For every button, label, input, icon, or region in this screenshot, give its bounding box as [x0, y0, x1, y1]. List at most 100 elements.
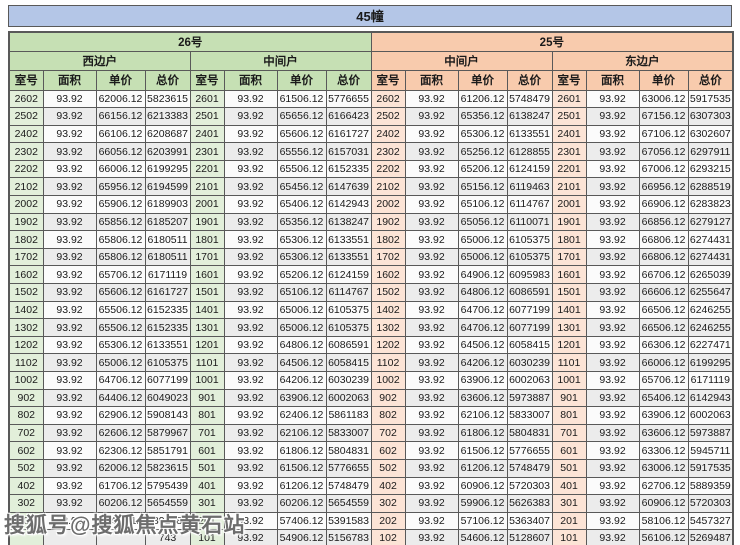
unit-price-cell: 61506.12 — [276, 458, 327, 478]
table-row: 2202 93.92 66006.12 6199295 2201 93.92 65506.1… — [8, 159, 734, 179]
area-cell: 93.92 — [404, 511, 459, 531]
area-cell: 93.92 — [585, 458, 640, 478]
room-cell: 401 — [189, 476, 225, 496]
column-header: 室号 — [370, 69, 406, 91]
total-price-cell: 6086591 — [506, 283, 553, 302]
unit-price-cell: 58106.12 — [638, 511, 689, 531]
room-cell: 2102 — [8, 177, 44, 197]
area-cell: 93.92 — [404, 388, 459, 408]
room-cell: 1601 — [551, 265, 587, 285]
unit-price-cell: 65006.12 — [276, 318, 327, 337]
unit-price-cell: 65456.12 — [276, 177, 327, 197]
total-price-cell: 5128607 — [506, 529, 553, 545]
unit-price-cell: 62706.12 — [638, 476, 689, 496]
total-price-cell: 6157031 — [325, 142, 372, 161]
room-cell: 2402 — [370, 124, 406, 144]
total-price-cell: 6105375 — [325, 318, 372, 337]
table-row: 2002 93.92 65906.12 6189903 2001 93.92 65406.1… — [8, 195, 734, 214]
table-row: 1702 93.92 65806.12 6180511 1701 93.92 65306.1… — [8, 247, 734, 267]
table-row: 1402 93.92 65506.12 6152335 1401 93.92 65006.1… — [8, 300, 734, 320]
total-price-cell: 6077199 — [144, 371, 191, 390]
total-price-cell: 6152335 — [325, 159, 372, 179]
room-cell: 2502 — [370, 107, 406, 126]
area-cell: 93.92 — [585, 335, 640, 355]
unit-price-cell: 64506.12 — [457, 335, 508, 355]
area-cell: 93.92 — [223, 177, 278, 197]
area-cell: 93.92 — [404, 142, 459, 161]
price-table: 26号 25号 西边户 中间户 中间户 东边户 室号 面积 单价 总价 室号 面积 单价 总价 室号 面积 单价… — [8, 31, 735, 545]
area-cell: 93.92 — [223, 511, 278, 531]
total-price-cell: 6152335 — [144, 318, 191, 337]
unit-price-cell: 65356.12 — [457, 107, 508, 126]
total-price-cell: 5776655 — [325, 89, 372, 109]
room-cell: 502 — [8, 458, 44, 478]
total-price-cell: 5156783 — [325, 529, 372, 545]
room-cell: 1302 — [8, 318, 44, 337]
unit-price-cell: 65106.12 — [457, 195, 508, 214]
room-cell: 302 — [370, 494, 406, 513]
room-cell: 101 — [551, 529, 587, 545]
room-cell — [8, 529, 44, 545]
area-cell: 93.92 — [404, 423, 459, 443]
total-price-cell: 6049023 — [144, 388, 191, 408]
building-header-row: 26号 25号 — [8, 31, 734, 52]
table-row: 2602 93.92 62006.12 5823615 2601 93.92 61506.1… — [8, 89, 734, 109]
unit-price-cell: 65206.12 — [457, 159, 508, 179]
column-header: 总价 — [144, 69, 191, 91]
unit-price-cell: 62306.12 — [95, 441, 146, 460]
room-cell: 2101 — [189, 177, 225, 197]
room-cell: 902 — [8, 388, 44, 408]
room-cell: 2401 — [189, 124, 225, 144]
total-price-cell: 6246255 — [687, 300, 734, 320]
area-cell: 93.92 — [585, 265, 640, 285]
area-cell: 93.92 — [42, 353, 97, 372]
area-cell: 93.92 — [42, 89, 97, 109]
total-price-cell: 5833007 — [506, 406, 553, 425]
room-cell: 2602 — [8, 89, 44, 109]
unit-price-cell: 57406.12 — [95, 511, 146, 531]
area-cell: 93.92 — [42, 406, 97, 425]
unit-price-cell: 62006.12 — [95, 89, 146, 109]
area-cell: 93.92 — [42, 458, 97, 478]
room-cell: 501 — [189, 458, 225, 478]
column-header: 总价 — [687, 69, 734, 91]
area-cell: 93.92 — [223, 476, 278, 496]
total-price-cell: 5861183 — [325, 406, 372, 425]
unit-price-cell: 66506.12 — [638, 318, 689, 337]
room-cell: 2601 — [551, 89, 587, 109]
total-price-cell: 6213383 — [144, 107, 191, 126]
column-header: 单价 — [276, 69, 327, 91]
unit-price-cell: 65706.12 — [95, 265, 146, 285]
unit-price-cell: 66806.12 — [638, 230, 689, 249]
unit-price-cell: 60206.12 — [95, 494, 146, 513]
total-price-cell: 6307303 — [687, 107, 734, 126]
room-cell: 1801 — [189, 230, 225, 249]
total-price-cell: 6002063 — [687, 406, 734, 425]
room-cell: 801 — [189, 406, 225, 425]
table-row: 2502 93.92 66156.12 6213383 2501 93.92 65656.1… — [8, 107, 734, 126]
column-header: 单价 — [638, 69, 689, 91]
unit-price-cell: 65056.12 — [457, 212, 508, 232]
unit-price-cell: 62006.12 — [95, 458, 146, 478]
area-cell: 93.92 — [404, 107, 459, 126]
unit-price-cell: 65656.12 — [276, 107, 327, 126]
unit-price-cell: 61706.12 — [95, 476, 146, 496]
room-cell: 1501 — [551, 283, 587, 302]
room-cell: 1201 — [551, 335, 587, 355]
total-price-cell: 6274431 — [687, 230, 734, 249]
room-cell: 202 — [8, 511, 44, 531]
room-cell: 2501 — [551, 107, 587, 126]
area-cell: 93.92 — [404, 441, 459, 460]
unit-price-cell: 66956.12 — [638, 177, 689, 197]
unit-price-cell: 66006.12 — [638, 353, 689, 372]
unit-price-cell: 61806.12 — [276, 441, 327, 460]
area-cell: 93.92 — [404, 458, 459, 478]
area-cell: 93.92 — [585, 371, 640, 390]
total-price-cell: 6105375 — [506, 247, 553, 267]
area-cell: 93.92 — [585, 406, 640, 425]
room-cell: 602 — [8, 441, 44, 460]
total-price-cell: 6110071 — [506, 212, 553, 232]
total-price-cell: 6124159 — [506, 159, 553, 179]
total-price-cell: 6128855 — [506, 142, 553, 161]
